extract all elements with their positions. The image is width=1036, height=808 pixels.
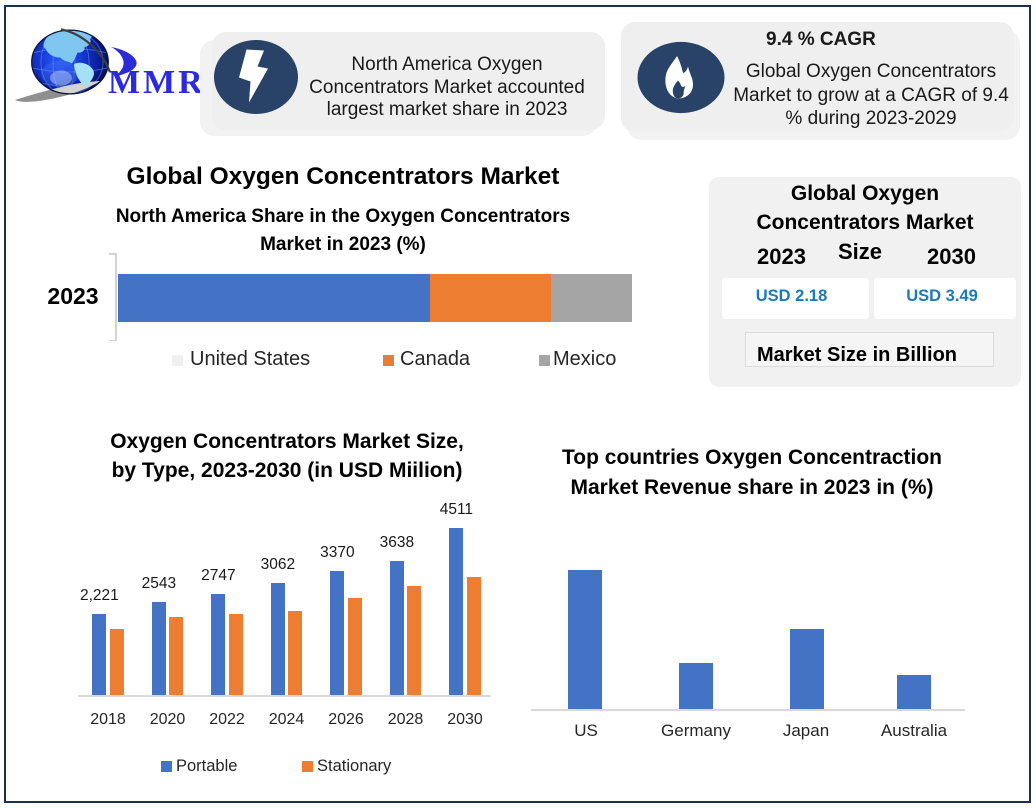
- svg-text:MMR: MMR: [108, 64, 206, 101]
